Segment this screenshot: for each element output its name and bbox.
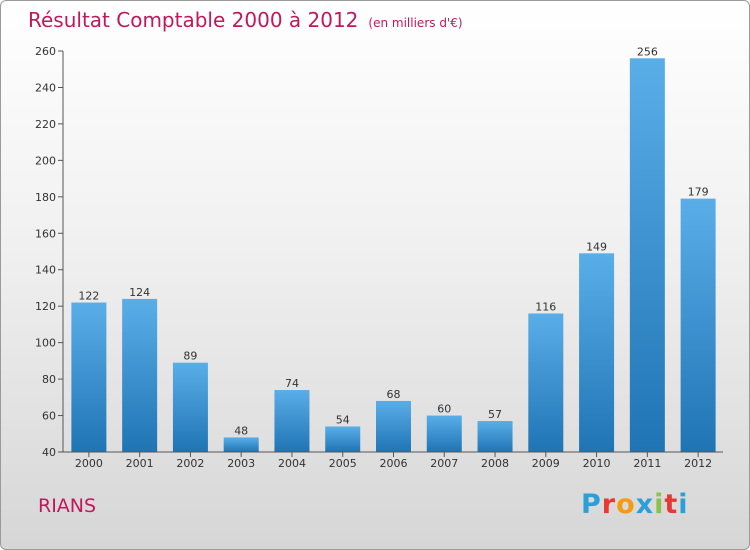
y-tick-label: 120 (35, 300, 56, 313)
y-tick-label: 260 (35, 45, 56, 58)
x-tick-label-2008: 2008 (481, 457, 509, 470)
value-label-2002: 89 (183, 350, 197, 363)
bar-2005 (325, 426, 361, 452)
bar-2006 (376, 400, 411, 452)
bar-2004 (274, 390, 310, 452)
y-tick-label: 80 (42, 373, 56, 386)
x-tick-label-2010: 2010 (583, 457, 611, 470)
y-tick-label: 40 (42, 446, 56, 459)
x-tick-label-2001: 2001 (126, 457, 154, 470)
y-tick-label: 160 (35, 227, 56, 240)
chart-title: Résultat Comptable 2000 à 2012 (en millie… (28, 8, 463, 32)
value-label-2006: 68 (387, 388, 401, 401)
bar-2012 (680, 198, 716, 452)
logo-letter: t (664, 489, 679, 520)
y-axis: 40 60 80 100 120 140 160 180 200 220 240 260 (35, 45, 64, 459)
logo-letter: i (654, 489, 665, 520)
x-tick-label-2007: 2007 (430, 457, 458, 470)
bar-2009 (528, 313, 564, 452)
value-label-2010: 149 (586, 240, 607, 253)
bar-2001 (122, 298, 158, 452)
value-label-2011: 256 (637, 45, 658, 58)
logo-letter: r (601, 489, 617, 520)
x-tick-label-2009: 2009 (532, 457, 560, 470)
logo-letter: x (635, 489, 655, 520)
value-label-2007: 60 (437, 403, 451, 416)
bar-2008 (477, 421, 513, 452)
bars: 122 124 89 48 74 54 68 60 57 116 149 256 179 (71, 45, 716, 453)
bar-2003 (223, 437, 259, 452)
x-tick-label-2002: 2002 (176, 457, 204, 470)
y-tick-label: 60 (42, 410, 56, 423)
y-tick-label: 100 (35, 337, 56, 350)
value-label-2000: 122 (78, 290, 99, 303)
x-tick-label-2006: 2006 (380, 457, 408, 470)
value-label-2008: 57 (488, 408, 502, 421)
x-axis: 2000 2001 2002 2003 2004 2005 2006 2007 2008 2009… (63, 451, 723, 470)
chart-subtitle: (en milliers d'€) (368, 16, 463, 30)
x-tick-label-2005: 2005 (329, 457, 357, 470)
chart-title-text: Résultat Comptable 2000 à 2012 (28, 8, 359, 32)
value-label-2012: 179 (688, 186, 709, 199)
y-tick-label: 240 (35, 81, 56, 94)
x-tick-label-2004: 2004 (278, 457, 306, 470)
x-tick-label-2003: 2003 (227, 457, 255, 470)
bar-2007 (426, 415, 462, 452)
value-label-2004: 74 (285, 377, 299, 390)
proxiti-logo: Proxiti (581, 489, 689, 520)
x-tick-label-2012: 2012 (684, 457, 712, 470)
bar-2000 (71, 302, 107, 452)
value-label-2001: 124 (129, 286, 150, 299)
value-label-2009: 116 (535, 300, 556, 313)
bar-2011 (629, 58, 665, 453)
y-tick-label: 140 (35, 264, 56, 277)
logo-letter: P (581, 489, 602, 520)
y-tick-label: 180 (35, 191, 56, 204)
x-tick-label-2011: 2011 (633, 457, 661, 470)
value-label-2005: 54 (336, 413, 350, 426)
bar-2002 (172, 362, 208, 452)
x-tick-label-2000: 2000 (75, 457, 103, 470)
logo-letter: i (678, 489, 689, 520)
place-name: RIANS (38, 495, 97, 517)
logo-letter: o (616, 489, 636, 520)
bar-2010 (579, 253, 615, 452)
value-label-2003: 48 (234, 424, 248, 437)
y-tick-label: 220 (35, 118, 56, 131)
y-tick-label: 200 (35, 154, 56, 167)
